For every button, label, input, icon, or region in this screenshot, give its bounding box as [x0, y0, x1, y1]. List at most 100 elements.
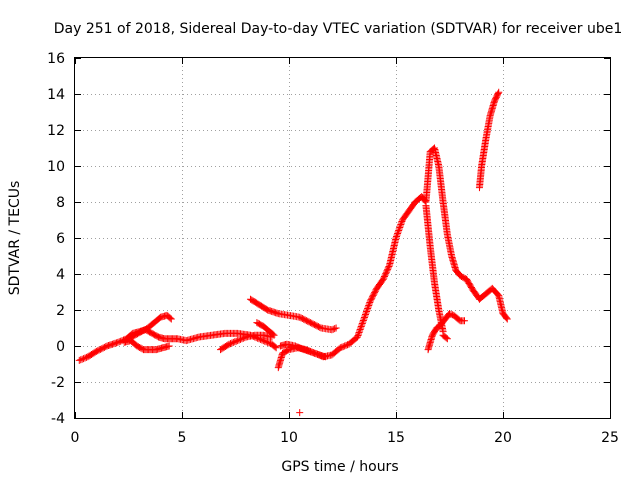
data-point [358, 320, 366, 327]
x-tick-label: 0 [71, 430, 80, 446]
data-point [332, 324, 340, 332]
data-point [115, 338, 123, 346]
data-point [339, 343, 347, 351]
data-point [365, 302, 373, 309]
chart-title: Day 251 of 2018, Sidereal Day-to-day VTE… [54, 21, 623, 37]
data-point [380, 273, 388, 281]
data-point [394, 228, 402, 236]
y-tick-label: -2 [51, 375, 65, 391]
data-point [265, 339, 273, 347]
data-point [393, 231, 401, 239]
data-point [384, 265, 392, 273]
data-point [78, 355, 86, 363]
data-point [503, 315, 511, 323]
y-tick-label: -4 [51, 411, 65, 427]
data-point [383, 267, 391, 275]
plot-frame [74, 57, 611, 419]
data-point [75, 356, 83, 364]
data-point [229, 338, 237, 346]
data-point [396, 224, 404, 231]
data-point [362, 309, 370, 317]
x-axis-label: GPS time / hours [281, 459, 398, 475]
data-point [362, 311, 370, 318]
data-point [80, 355, 88, 363]
data-point [296, 409, 304, 417]
data-point [385, 262, 393, 270]
data-point [296, 344, 304, 352]
data-point [271, 343, 279, 351]
x-tick-label: 20 [494, 430, 512, 446]
data-point [297, 344, 305, 352]
data-point [232, 337, 240, 345]
data-point [236, 335, 244, 343]
data-point [227, 340, 235, 348]
y-axis-label: SDTVAR / TECUs [7, 181, 23, 296]
data-point [460, 317, 468, 325]
x-tick-label: 10 [280, 430, 298, 446]
data-point [239, 334, 247, 342]
data-point [241, 334, 249, 342]
data-point [270, 331, 278, 339]
data-point [502, 314, 510, 322]
data-point [364, 303, 372, 311]
data-point [357, 323, 365, 330]
data-point [442, 334, 450, 342]
y-tick-label: 10 [47, 159, 65, 175]
y-tick-label: 8 [56, 195, 65, 211]
y-tick-label: 14 [47, 87, 65, 103]
data-point [341, 342, 349, 350]
data-point [360, 314, 368, 321]
axis-ticks: 0 5 10 15 20 25 -4 -2 0 2 4 6 8 10 12 14 16 [47, 51, 619, 446]
data-point [396, 222, 404, 230]
data-point [234, 337, 242, 345]
data-points [75, 88, 511, 417]
data-point [228, 339, 236, 347]
data-point [293, 343, 301, 351]
data-point [397, 221, 405, 228]
data-point [114, 338, 122, 346]
data-point [446, 310, 453, 318]
y-tick-label: 12 [47, 123, 65, 139]
y-tick-label: 2 [56, 303, 65, 319]
data-point [394, 230, 402, 237]
data-point [381, 271, 389, 279]
data-point [363, 306, 371, 314]
data-point [165, 342, 173, 350]
data-point [393, 233, 401, 240]
data-point [272, 344, 280, 352]
data-point [384, 264, 392, 272]
data-point [360, 315, 368, 323]
data-point [328, 326, 336, 334]
data-point [356, 326, 364, 333]
data-point [392, 234, 400, 242]
data-point [359, 318, 367, 326]
data-point [361, 312, 369, 320]
data-point [329, 325, 337, 333]
data-point [235, 336, 243, 344]
data-point [382, 270, 390, 278]
x-tick-label: 15 [387, 430, 405, 446]
data-point [167, 315, 175, 323]
data-point [354, 332, 362, 339]
data-point [231, 338, 239, 346]
data-point [395, 227, 403, 234]
data-point [355, 329, 363, 336]
x-tick-label: 5 [178, 430, 187, 446]
data-point [331, 325, 339, 333]
data-point [358, 321, 366, 329]
data-point [359, 317, 367, 324]
data-point [366, 299, 374, 306]
grid-lines [75, 58, 610, 418]
data-point [77, 356, 85, 364]
data-point [264, 338, 272, 346]
x-tick-label: 25 [601, 430, 619, 446]
data-point [363, 308, 371, 315]
data-point [316, 323, 324, 331]
y-tick-label: 0 [56, 339, 65, 355]
data-point [294, 343, 302, 351]
data-point [238, 335, 246, 343]
data-point [81, 354, 89, 362]
data-point [262, 338, 270, 346]
data-point [166, 314, 174, 322]
data-point [364, 305, 372, 312]
